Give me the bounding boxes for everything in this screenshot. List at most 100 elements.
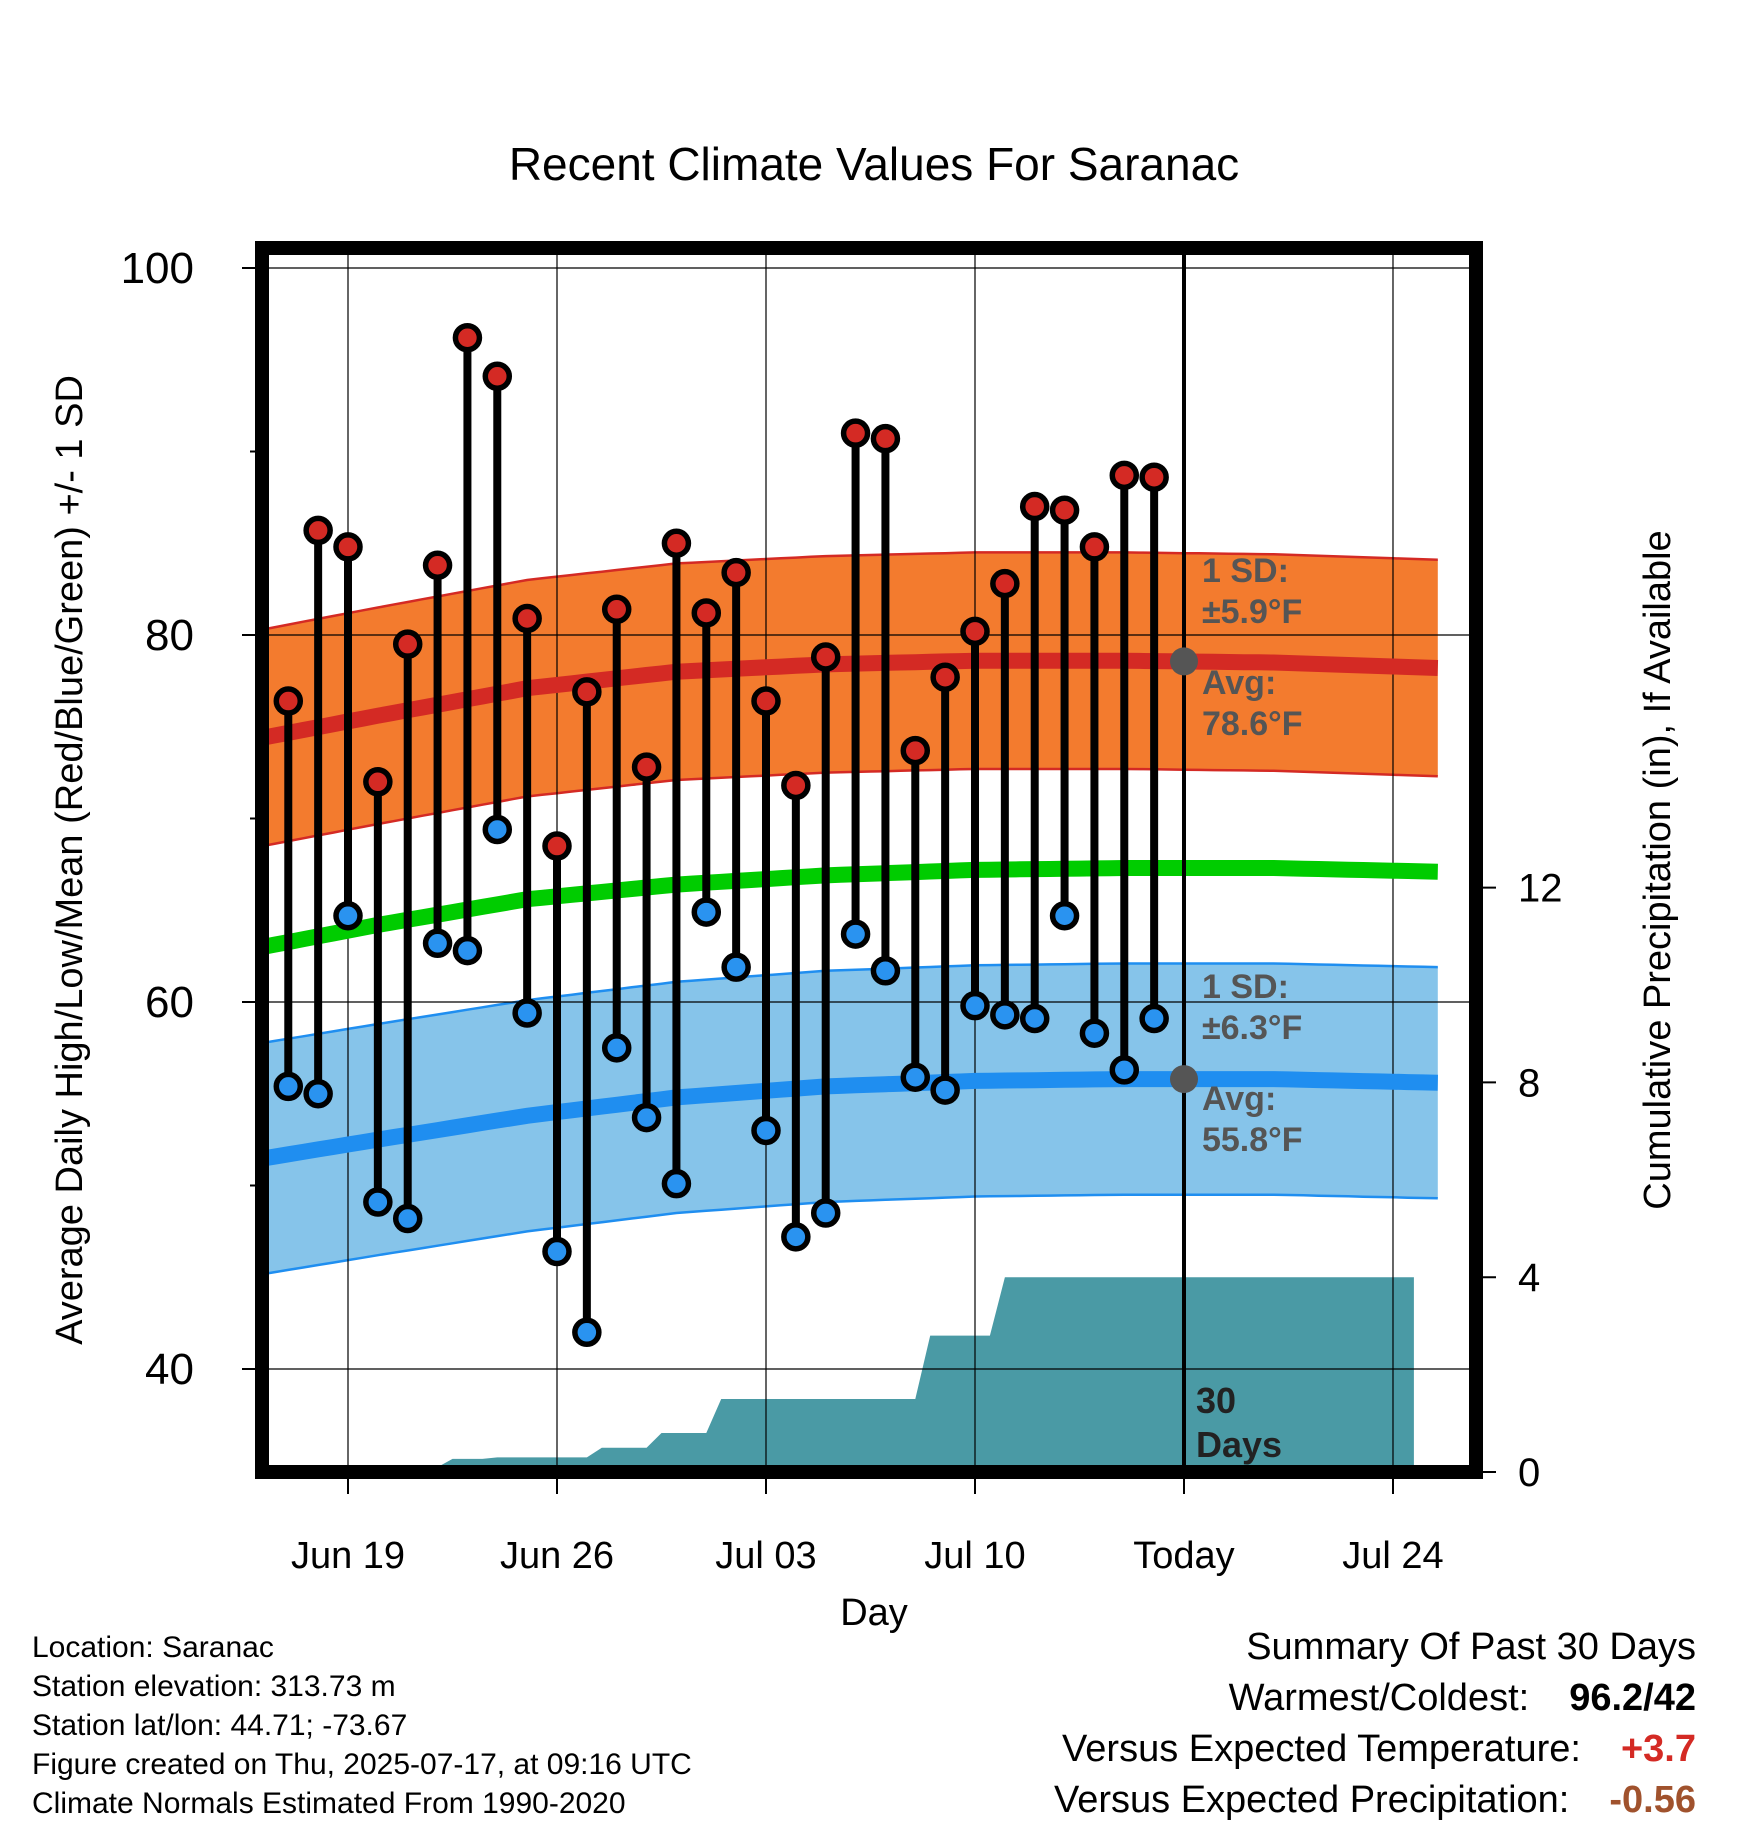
y2-tick-label: 12 xyxy=(1518,867,1563,911)
daily-high-point xyxy=(273,686,304,716)
daily-high-point xyxy=(810,642,841,672)
daily-high-point xyxy=(422,550,453,581)
daily-low-point xyxy=(900,1062,931,1092)
daily-low-point xyxy=(691,897,722,927)
daily-low-point xyxy=(273,1071,304,1102)
daily-low-point xyxy=(422,928,453,959)
daily-low-point xyxy=(631,1102,662,1133)
summary-panel: Summary Of Past 30 Days Warmest/Coldest:… xyxy=(1054,1622,1696,1826)
daily-low-point xyxy=(990,1000,1020,1030)
y-tick-label: 60 xyxy=(145,978,194,1027)
y-tick-label: 80 xyxy=(145,611,194,660)
daily-high-point xyxy=(1109,460,1140,491)
elevation-text: Station elevation: 313.73 m xyxy=(32,1670,396,1703)
daily-high-point xyxy=(751,686,781,716)
daily-low-point xyxy=(960,990,990,1021)
sd-low-value: ±6.3°F xyxy=(1202,1009,1302,1047)
daily-low-point xyxy=(1109,1055,1140,1085)
summary-title-text: Summary Of Past 30 Days xyxy=(1246,1626,1696,1668)
daily-high-point xyxy=(721,557,751,588)
x-tick-label: Jun 19 xyxy=(291,1535,405,1577)
daily-high-point xyxy=(333,532,363,562)
precip-value: -0.56 xyxy=(1609,1779,1696,1821)
x-tick-label: Today xyxy=(1133,1535,1234,1577)
avg-low-label: Avg: xyxy=(1202,1080,1276,1118)
summary-title: Summary Of Past 30 Days xyxy=(1054,1622,1696,1673)
warmest-label: Warmest/Coldest: xyxy=(1228,1677,1530,1719)
daily-low-point xyxy=(1019,1003,1050,1034)
normal-low-line xyxy=(262,1071,1438,1167)
low-sd-lower-line xyxy=(262,1193,1438,1276)
today-avg-high-marker xyxy=(1169,647,1198,676)
avg-high-label: Avg: xyxy=(1202,664,1276,702)
y-axis-label: Average Daily High/Low/Mean (Red/Blue/Gr… xyxy=(49,375,91,1345)
daily-high-point xyxy=(840,418,871,448)
daily-low-point xyxy=(1079,1018,1110,1048)
y-tick-label: 100 xyxy=(121,244,194,293)
station-info: Location: Saranac Station elevation: 313… xyxy=(32,1628,692,1823)
summary-precip-row: Versus Expected Precipitation: -0.56 xyxy=(1054,1775,1696,1826)
daily-high-point xyxy=(363,767,393,797)
daily-high-point xyxy=(900,735,931,766)
location-text: Location: Saranac xyxy=(32,1631,274,1664)
daily-low-point xyxy=(482,814,513,845)
y2-axis-label: Cumulative Precipitation (in), If Availa… xyxy=(1637,530,1679,1209)
high-sd-band xyxy=(262,552,1438,847)
daily-low-point xyxy=(930,1075,960,1105)
high-sd-upper-line xyxy=(262,551,1438,631)
daily-low-point xyxy=(572,1317,602,1348)
daily-high-point xyxy=(392,629,423,659)
daily-high-point xyxy=(452,322,483,353)
x-tick-label: Jul 24 xyxy=(1342,1535,1443,1577)
x-tick-label: Jun 26 xyxy=(500,1535,614,1577)
daily-high-point xyxy=(661,528,692,558)
daily-low-point xyxy=(392,1203,423,1234)
daily-low-point xyxy=(542,1236,572,1267)
daily-high-point xyxy=(990,568,1020,599)
daily-high-point xyxy=(1019,491,1050,522)
x-tick-label: Jul 03 xyxy=(715,1535,816,1577)
daily-low-point xyxy=(303,1079,333,1109)
daily-low-point xyxy=(333,901,363,931)
low-sd-upper-line xyxy=(262,962,1438,1045)
plot-frame xyxy=(255,241,1483,1479)
daily-high-point xyxy=(1079,532,1110,562)
daily-high-point xyxy=(930,662,960,692)
y2-tick-label: 8 xyxy=(1518,1061,1540,1105)
daily-high-point xyxy=(631,752,662,782)
avg-high-value: 78.6°F xyxy=(1202,705,1303,743)
daily-high-point xyxy=(691,598,722,628)
daily-high-point xyxy=(601,594,632,625)
x-tick-label: Jul 10 xyxy=(924,1535,1025,1577)
daily-high-point xyxy=(303,515,333,546)
warmest-value: 96.2/42 xyxy=(1569,1677,1696,1719)
daily-low-point xyxy=(601,1033,632,1063)
today-days-line2: Days xyxy=(1196,1424,1282,1465)
daily-low-point xyxy=(810,1198,841,1228)
precipitation-area xyxy=(262,1277,1414,1472)
normal-mean-line xyxy=(262,860,1438,956)
daily-high-point xyxy=(870,423,901,454)
y-tick-label: 40 xyxy=(145,1345,194,1394)
daily-high-point xyxy=(1049,495,1080,525)
daily-low-point xyxy=(781,1222,811,1252)
latlon-text: Station lat/lon: 44.71; -73.67 xyxy=(32,1709,408,1742)
y2-tick-label: 0 xyxy=(1518,1451,1540,1495)
normal-high-line xyxy=(262,652,1439,747)
daily-low-point xyxy=(721,952,751,982)
summary-warmest-row: Warmest/Coldest: 96.2/42 xyxy=(1054,1673,1696,1724)
daily-low-point xyxy=(751,1115,781,1146)
temp-value: +3.7 xyxy=(1620,1728,1696,1770)
sd-high-label: 1 SD: xyxy=(1202,552,1289,590)
daily-high-point xyxy=(781,770,811,801)
daily-low-point xyxy=(870,956,901,986)
daily-low-point xyxy=(1139,1003,1169,1034)
today-days-line1: 30 xyxy=(1196,1380,1236,1421)
avg-low-value: 55.8°F xyxy=(1202,1121,1303,1159)
daily-low-point xyxy=(661,1168,692,1199)
y2-tick-label: 4 xyxy=(1518,1256,1540,1300)
daily-high-point xyxy=(960,616,990,647)
high-sd-lower-line xyxy=(262,767,1438,848)
summary-temp-row: Versus Expected Temperature: +3.7 xyxy=(1054,1724,1696,1775)
